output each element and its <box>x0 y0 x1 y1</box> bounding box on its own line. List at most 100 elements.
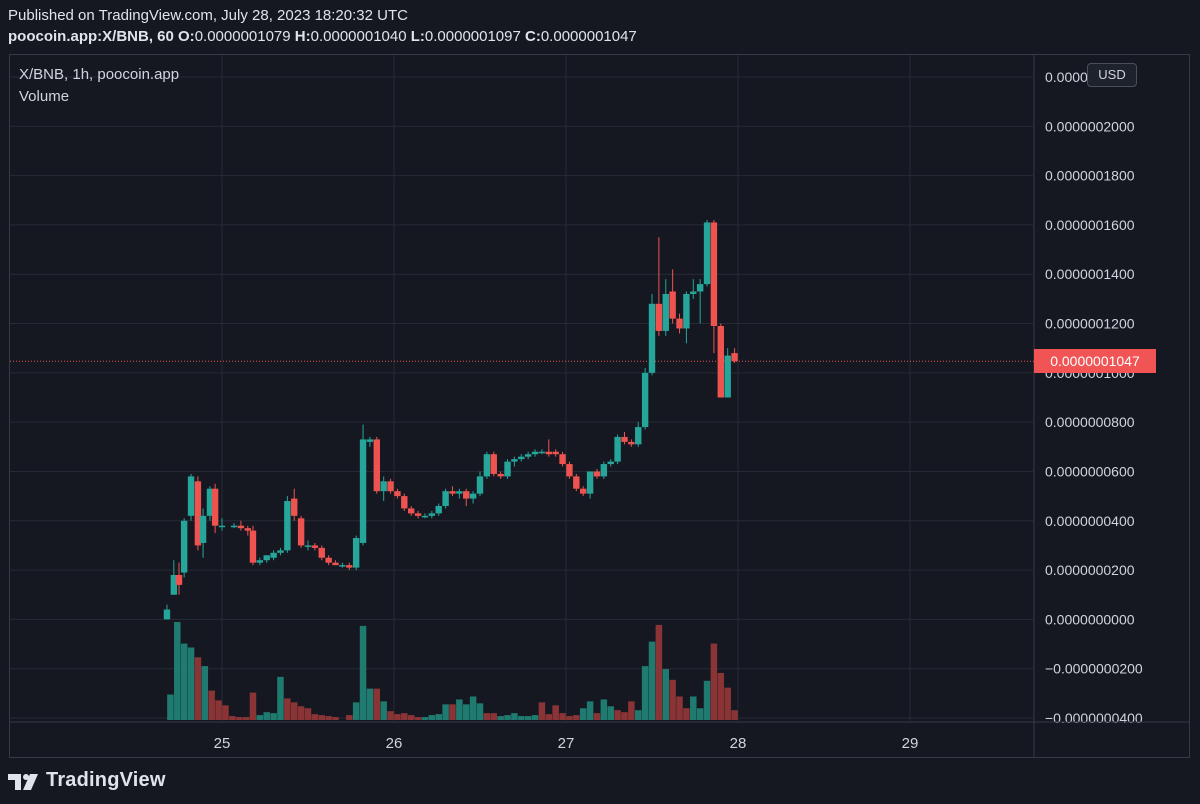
volume-bar <box>559 713 566 720</box>
currency-button[interactable]: USD <box>1087 63 1137 87</box>
x-tick-label: 27 <box>558 735 575 752</box>
candle-body <box>573 476 580 489</box>
tradingview-brand: TradingView <box>46 769 166 791</box>
candle-body <box>230 525 238 528</box>
volume-bar <box>359 625 367 720</box>
volume-bar <box>566 716 573 720</box>
x-tick-label: 26 <box>386 735 403 752</box>
low-label: L: <box>410 28 425 45</box>
volume-bar <box>373 688 381 720</box>
volume-bar <box>524 716 532 720</box>
series-legend[interactable]: X/BNB, 1h, poocoin.app <box>19 66 180 83</box>
candle-body <box>552 451 559 455</box>
volume-bar <box>710 643 718 720</box>
candle-body <box>244 528 251 531</box>
candle-body <box>366 439 374 442</box>
candle-body <box>504 461 511 477</box>
candle-body <box>442 491 449 506</box>
candle-body <box>607 461 614 465</box>
y-tick-label: 0.0000001200 <box>1045 316 1135 332</box>
volume-bar <box>263 712 270 720</box>
candle-body <box>662 293 669 331</box>
volume-bar <box>518 716 525 720</box>
tradingview-logo-icon <box>8 773 38 790</box>
candle-body <box>621 436 628 442</box>
candle-body <box>284 501 291 551</box>
candle-body <box>531 451 539 455</box>
volume-bar <box>442 704 449 720</box>
volume-bar <box>167 694 174 720</box>
y-tick-label: 0.0000001400 <box>1045 266 1135 282</box>
volume-bar <box>538 702 546 720</box>
volume-bar <box>421 717 429 720</box>
volume-bar <box>669 679 676 720</box>
candle-body <box>170 575 178 595</box>
candle-body <box>600 464 608 477</box>
volume-bar <box>297 706 305 720</box>
candle-body <box>194 481 202 546</box>
volume-bar <box>428 715 436 720</box>
x-tick-label: 28 <box>730 735 747 752</box>
candle-body <box>490 454 497 474</box>
volume-bar <box>462 704 470 720</box>
candle-body <box>518 456 525 460</box>
candle-body <box>710 222 718 327</box>
candle-body <box>724 355 731 398</box>
candle-body <box>270 552 277 558</box>
tradingview-logo[interactable]: TradingView <box>8 769 166 792</box>
candle-body <box>332 562 339 566</box>
volume-bar <box>229 716 236 720</box>
volume-bar <box>641 666 649 720</box>
volume-bar <box>277 676 284 720</box>
volume-bar <box>628 701 635 720</box>
candle-body <box>206 488 214 516</box>
volume-bar <box>731 710 738 720</box>
volume-bar <box>435 714 442 720</box>
candle-body <box>690 291 697 294</box>
candle-body <box>703 222 711 285</box>
candle-body <box>237 525 245 529</box>
candle-body <box>669 291 676 319</box>
candle-body <box>318 547 325 558</box>
volume-bar <box>531 715 539 720</box>
y-tick-label: −0.0000000200 <box>1045 661 1143 677</box>
volume-bar <box>318 715 326 720</box>
candle-body <box>352 538 360 568</box>
volume-bar <box>614 710 621 720</box>
volume-bar <box>242 717 250 720</box>
y-tick-label: 0.0000001800 <box>1045 168 1135 184</box>
volume-bar <box>387 711 394 720</box>
volume-bar <box>648 641 656 720</box>
candle-body <box>559 454 566 465</box>
volume-legend[interactable]: Volume <box>19 88 70 105</box>
y-tick-label: −0.0000000400 <box>1045 710 1143 726</box>
candle-body <box>614 436 621 462</box>
volume-bar <box>552 705 559 720</box>
volume-bar <box>325 716 332 720</box>
volume-bar <box>456 699 463 720</box>
candle-body <box>291 498 298 516</box>
volume-bar <box>634 710 642 720</box>
candle-body <box>163 609 171 620</box>
volume-bar <box>724 687 731 720</box>
open-label: O: <box>178 28 195 45</box>
y-tick-label: 0.0000000600 <box>1045 463 1135 479</box>
candle-body <box>717 326 724 398</box>
volume-bar <box>290 702 298 720</box>
volume-bar <box>235 717 243 720</box>
candle-body <box>256 560 264 563</box>
volume-bar <box>593 713 601 720</box>
volume-bar <box>449 704 456 720</box>
candle-body <box>635 427 642 445</box>
chart-frame <box>9 54 1190 758</box>
volume-bar <box>256 715 264 720</box>
candle-body <box>428 513 436 516</box>
volume-bar <box>607 706 614 720</box>
volume-bar <box>696 708 704 720</box>
candle-body <box>325 557 332 563</box>
y-tick-label: 0.0000000000 <box>1045 611 1135 627</box>
candle-body <box>683 293 690 329</box>
candle-body <box>175 575 183 585</box>
candle-body <box>463 491 470 499</box>
